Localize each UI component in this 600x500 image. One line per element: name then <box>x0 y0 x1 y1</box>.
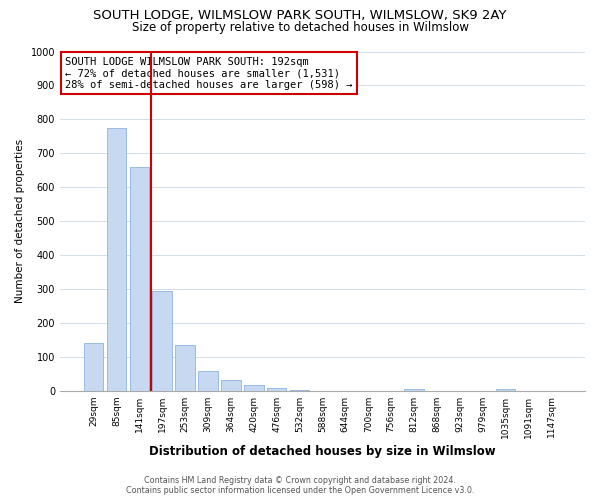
Bar <box>152 290 172 390</box>
Text: Size of property relative to detached houses in Wilmslow: Size of property relative to detached ho… <box>131 22 469 35</box>
X-axis label: Distribution of detached houses by size in Wilmslow: Distribution of detached houses by size … <box>149 444 496 458</box>
Bar <box>244 385 263 390</box>
Bar <box>404 389 424 390</box>
Bar <box>267 388 286 390</box>
Y-axis label: Number of detached properties: Number of detached properties <box>15 139 25 303</box>
Bar <box>198 371 218 390</box>
Text: SOUTH LODGE WILMSLOW PARK SOUTH: 192sqm
← 72% of detached houses are smaller (1,: SOUTH LODGE WILMSLOW PARK SOUTH: 192sqm … <box>65 56 353 90</box>
Bar <box>221 380 241 390</box>
Bar <box>130 167 149 390</box>
Text: Contains HM Land Registry data © Crown copyright and database right 2024.
Contai: Contains HM Land Registry data © Crown c… <box>126 476 474 495</box>
Bar <box>175 345 195 391</box>
Bar <box>107 128 126 390</box>
Text: SOUTH LODGE, WILMSLOW PARK SOUTH, WILMSLOW, SK9 2AY: SOUTH LODGE, WILMSLOW PARK SOUTH, WILMSL… <box>93 9 507 22</box>
Bar <box>84 343 103 390</box>
Bar <box>496 389 515 390</box>
